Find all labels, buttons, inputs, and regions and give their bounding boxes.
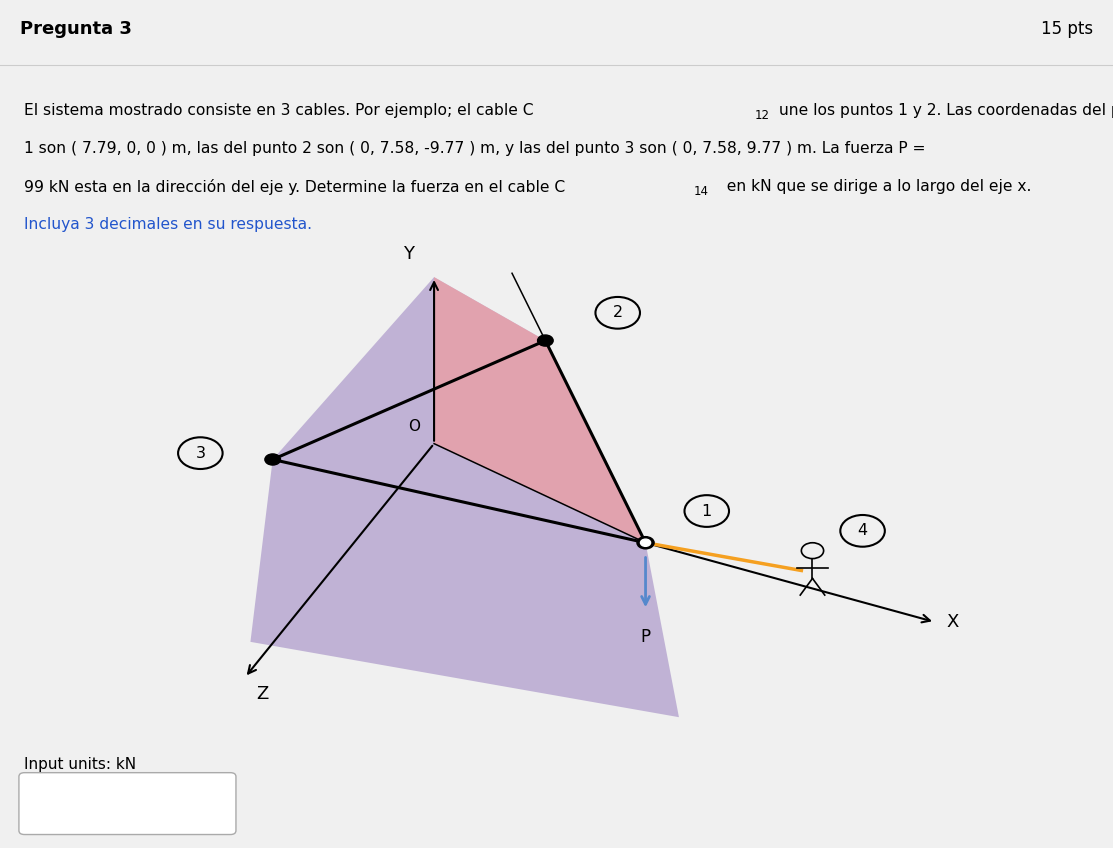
Circle shape	[637, 537, 654, 549]
Text: 1: 1	[701, 504, 712, 518]
FancyBboxPatch shape	[19, 773, 236, 834]
Text: Z: Z	[256, 685, 268, 704]
Text: 15 pts: 15 pts	[1041, 20, 1093, 37]
Text: El sistema mostrado consiste en 3 cables. Por ejemplo; el cable C: El sistema mostrado consiste en 3 cables…	[24, 103, 534, 118]
Text: en kN que se dirige a lo largo del eje x.: en kN que se dirige a lo largo del eje x…	[717, 179, 1031, 194]
Text: une los puntos 1 y 2. Las coordenadas del punto: une los puntos 1 y 2. Las coordenadas de…	[774, 103, 1113, 118]
Polygon shape	[434, 277, 646, 543]
Circle shape	[640, 539, 651, 546]
Text: 14: 14	[695, 185, 709, 198]
Text: 12: 12	[755, 109, 770, 122]
Text: 1 son ( 7.79, 0, 0 ) m, las del punto 2 son ( 0, 7.58, -9.77 ) m, y las del punt: 1 son ( 7.79, 0, 0 ) m, las del punto 2 …	[24, 141, 926, 156]
Text: 2: 2	[612, 305, 623, 321]
Text: Incluya 3 decimales en su respuesta.: Incluya 3 decimales en su respuesta.	[24, 217, 313, 232]
Circle shape	[265, 454, 280, 465]
Text: Pregunta 3: Pregunta 3	[20, 20, 132, 37]
Text: P: P	[640, 628, 651, 645]
Text: X: X	[946, 613, 958, 631]
Text: 4: 4	[857, 523, 868, 538]
Text: O: O	[408, 419, 420, 433]
Text: 3: 3	[196, 446, 205, 460]
Text: Y: Y	[403, 245, 414, 263]
Polygon shape	[250, 277, 679, 717]
Circle shape	[538, 335, 553, 346]
Text: Input units: kN: Input units: kN	[24, 756, 137, 772]
Text: 99 kN esta en la dirección del eje y. Determine la fuerza en el cable C: 99 kN esta en la dirección del eje y. De…	[24, 179, 565, 195]
